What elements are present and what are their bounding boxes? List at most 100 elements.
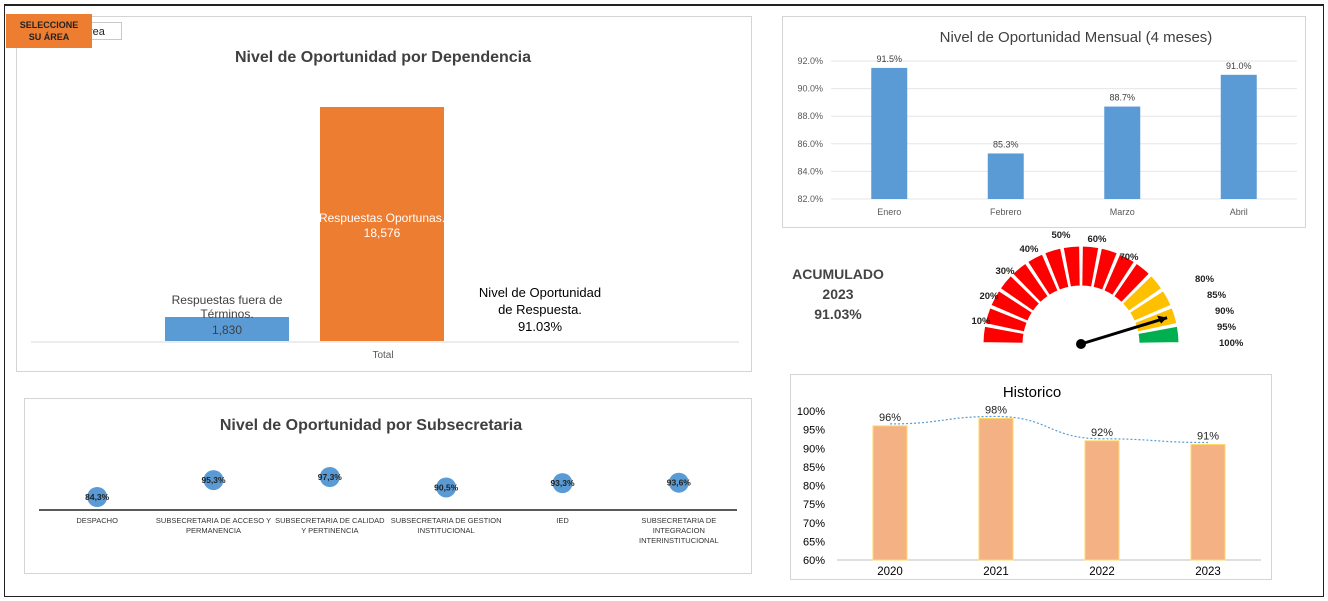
label-fuera-line2: Términos. xyxy=(200,307,253,321)
subsecretaria-chart-panel: Nivel de Oportunidad por Subsecretaria 8… xyxy=(24,398,752,574)
nivel-oportunidad-line1: Nivel de Oportunidad xyxy=(479,285,601,300)
acumulado-value: 91.03% xyxy=(814,306,862,322)
select-area-label-2: SU ÁREA xyxy=(28,32,70,42)
mensual-category-label: Abril xyxy=(1230,207,1248,217)
mensual-category-label: Marzo xyxy=(1110,207,1135,217)
historico-chart: Historico 100% 95% 90% 85% 80% 75% 70% 65% 60% 96… xyxy=(797,384,1261,578)
label-fuera-line1: Respuestas fuera de xyxy=(172,293,283,307)
acumulado-label: ACUMULADO xyxy=(792,266,884,282)
mensual-value-label: 91.5% xyxy=(876,54,902,64)
mensual-ytick-label: 90.0% xyxy=(797,84,823,94)
subsecretaria-chart: Nivel de Oportunidad por Subsecretaria 8… xyxy=(39,417,737,545)
mensual-value-label: 85.3% xyxy=(993,139,1019,149)
mensual-chart: Nivel de Oportunidad Mensual (4 meses) 9… xyxy=(797,29,1297,217)
subsecretaria-point xyxy=(552,473,573,494)
subsecretaria-category-label: SUBSECRETARIA DE GESTION xyxy=(391,516,502,525)
label-fuera-value: 1,830 xyxy=(212,323,242,337)
historico-bar xyxy=(872,425,908,561)
gauge-segment xyxy=(1011,262,1049,304)
historico-category-label: 2022 xyxy=(1089,566,1115,578)
subsecretaria-category-label: Y PERTINENCIA xyxy=(301,526,358,535)
historico-ytick-label: 85% xyxy=(803,462,825,474)
mensual-bar xyxy=(871,67,908,200)
mensual-ytick-label: 92.0% xyxy=(797,56,823,66)
historico-ytick-label: 90% xyxy=(803,443,825,455)
mensual-ytick-label: 82.0% xyxy=(797,194,823,204)
gauge-tick-label: 50% xyxy=(1051,230,1071,241)
gauge-tick-label: 30% xyxy=(995,266,1015,277)
historico-ytick-label: 100% xyxy=(797,406,825,418)
historico-ytick-label: 70% xyxy=(803,518,825,530)
gauge-segment xyxy=(1113,262,1151,304)
dependencia-chart-panel: Nivel de Oportunidad por Dependencia Res… xyxy=(16,16,752,372)
historico-value-label: 96% xyxy=(879,412,901,424)
subsecretaria-value-label: 93,3% xyxy=(550,478,575,488)
acumulado-box: ACUMULADO 2023 91.03% xyxy=(790,264,886,324)
historico-ytick-label: 65% xyxy=(803,536,825,548)
gauge-segment xyxy=(990,290,1034,322)
historico-ytick-label: 60% xyxy=(803,555,825,567)
gauge-segment xyxy=(1128,290,1172,322)
subsecretaria-category-label: SUBSECRETARIA DE xyxy=(641,516,716,525)
historico-bar xyxy=(1190,444,1226,561)
mensual-ytick-label: 84.0% xyxy=(797,166,823,176)
mensual-category-label: Febrero xyxy=(990,207,1022,217)
gauge-needle-tip xyxy=(1157,315,1168,324)
subsecretaria-value-label: 97,3% xyxy=(318,472,343,482)
area-slicer-field[interactable]: rea xyxy=(86,22,122,40)
mensual-category-label: Enero xyxy=(877,207,901,217)
select-area-label-1: SELECCIONE xyxy=(19,20,79,30)
gauge-segment xyxy=(999,274,1041,312)
nivel-oportunidad-value: 91.03% xyxy=(518,319,563,334)
gauge-tick-label: 70% xyxy=(1119,252,1139,263)
subsecretaria-category-label: INTEGRACION xyxy=(653,526,705,535)
subsecretaria-value-label: 93,6% xyxy=(667,478,692,488)
subsecretaria-value-label: 84,3% xyxy=(85,492,110,502)
subsecretaria-category-label: SUBSECRETARIA DE CALIDAD xyxy=(275,516,385,525)
dependencia-category-label: Total xyxy=(372,350,393,361)
gauge-segment xyxy=(1103,253,1135,297)
gauge-tick-label: 20% xyxy=(979,291,999,302)
subsecretaria-value-label: 95,3% xyxy=(201,475,226,485)
select-area-button[interactable]: SELECCIONE SU ÁREA xyxy=(6,14,92,48)
mensual-value-label: 91.0% xyxy=(1226,61,1252,71)
mensual-title: Nivel de Oportunidad Mensual (4 meses) xyxy=(940,29,1213,46)
historico-value-label: 92% xyxy=(1091,427,1113,439)
mensual-bar xyxy=(1220,74,1257,199)
gauge-segment xyxy=(1137,325,1180,344)
gauge-tick-label: 95% xyxy=(1217,322,1237,333)
gauge-segment xyxy=(1092,247,1118,291)
nivel-oportunidad-line2: de Respuesta. xyxy=(498,302,582,317)
historico-category-label: 2020 xyxy=(877,566,903,578)
mensual-bar xyxy=(987,153,1024,199)
bar-respuestas-oportunas xyxy=(320,107,444,341)
gauge-segment xyxy=(1062,245,1081,288)
gauge-segment xyxy=(1121,274,1163,312)
subsecretaria-category-label: IED xyxy=(556,516,569,525)
historico-value-label: 98% xyxy=(985,404,1007,416)
subsecretaria-title: Nivel de Oportunidad por Subsecretaria xyxy=(220,417,522,434)
dependencia-title: Nivel de Oportunidad por Dependencia xyxy=(235,49,531,66)
subsecretaria-category-label: SUBSECRETARIA DE ACCESO Y xyxy=(156,516,271,525)
gauge-tick-label: 90% xyxy=(1215,306,1235,317)
historico-chart-panel: Historico 100% 95% 90% 85% 80% 75% 70% 65% 60% 96… xyxy=(790,374,1272,580)
gauge-segment xyxy=(1044,247,1070,291)
mensual-bar xyxy=(1104,106,1141,199)
gauge-pivot xyxy=(1076,339,1086,349)
historico-trendline xyxy=(889,415,1209,444)
subsecretaria-point xyxy=(668,472,689,493)
mensual-chart-panel: Nivel de Oportunidad Mensual (4 meses) 9… xyxy=(782,16,1306,228)
gauge-segment xyxy=(982,325,1025,344)
acumulado-gauge: 10% 20% 30% 40% 50% 60% 70% 80% 85% 90% 95% 100% xyxy=(936,230,1244,362)
mensual-ytick-label: 88.0% xyxy=(797,111,823,121)
subsecretaria-category-label: PERMANENCIA xyxy=(186,526,241,535)
gauge-tick-label: 100% xyxy=(1219,338,1244,349)
gauge-needle xyxy=(1080,316,1168,346)
mensual-ytick-label: 86.0% xyxy=(797,139,823,149)
historico-ytick-label: 95% xyxy=(803,425,825,437)
mensual-value-label: 88.7% xyxy=(1109,93,1135,103)
bar-respuestas-fuera xyxy=(165,317,289,341)
subsecretaria-point xyxy=(203,470,224,491)
gauge-tick-label: 40% xyxy=(1019,244,1039,255)
acumulado-year: 2023 xyxy=(822,286,854,302)
